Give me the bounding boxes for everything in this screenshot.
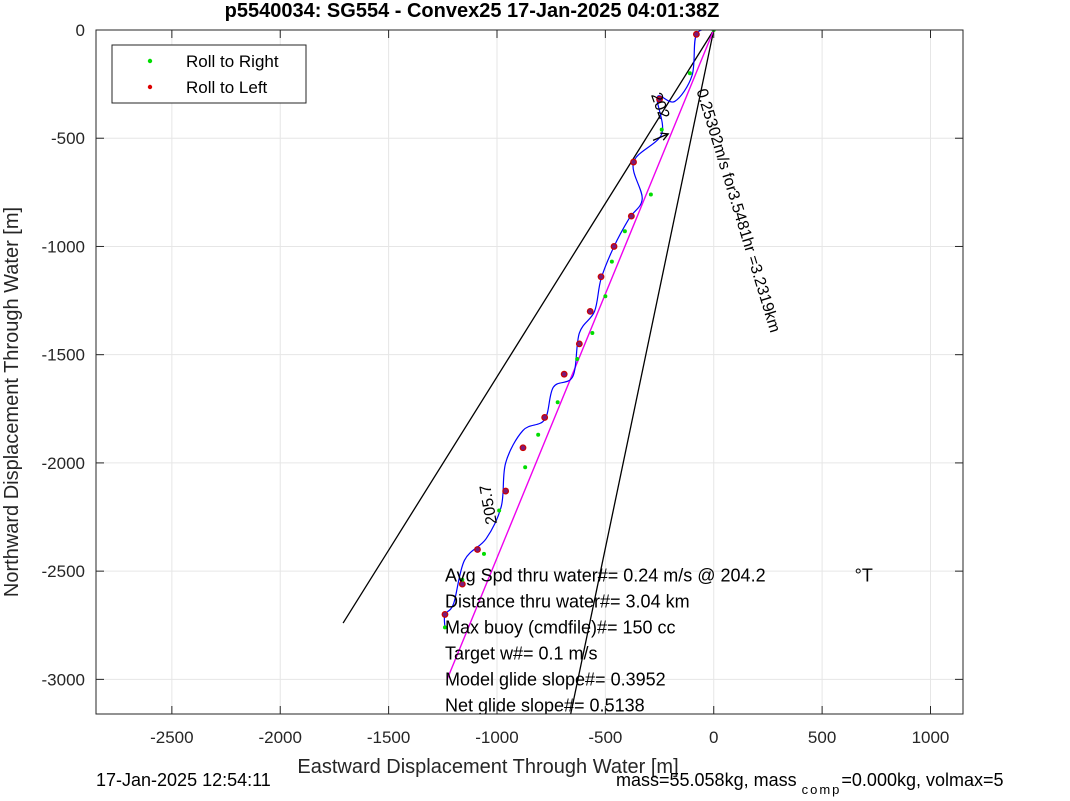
y-axis: 0 -500 -1000 -1500 -2000 -2500 -3000 (42, 21, 963, 689)
current-arrow-head (660, 132, 670, 141)
roll-left-point-core (631, 159, 636, 165)
track (443, 30, 714, 628)
plot-frame (95, 29, 964, 715)
x-tick-label: -2500 (150, 728, 193, 747)
y-tick-label: -1500 (42, 346, 85, 365)
roll-right-point (497, 508, 502, 513)
net-displacement-line (446, 30, 715, 680)
roll-right-point (442, 625, 447, 630)
x-tick-label: 0 (709, 728, 718, 747)
annotation-text: Avg Spd thru water#= 0.24 m/s @ 204.2 (445, 565, 766, 585)
y-tick-label: 0 (76, 21, 85, 40)
grid (96, 29, 963, 714)
annotation-text: Net glide slope#= 0.5138 (445, 695, 645, 715)
roll-right-point (555, 400, 560, 405)
roll-right-point (523, 465, 528, 470)
roll-left-point-core (694, 32, 699, 37)
annotation-text: °T (855, 565, 873, 585)
chart-title: p5540034: SG554 - Convex25 17-Jan-2025 0… (225, 0, 720, 22)
roll-left-point-core (503, 488, 508, 494)
annotation-text: Max buoy (cmdfile)#= 150 cc (445, 617, 676, 637)
x-tick-label: -1500 (367, 728, 410, 747)
rotated-label: 202 (647, 90, 672, 121)
markers (441, 30, 716, 630)
rotated-label: 205.7 (477, 483, 501, 525)
roll-left-point-core (611, 244, 617, 249)
current-arrow (652, 133, 669, 141)
legend-marker-roll-right (147, 58, 153, 64)
roll-left-point-core (587, 309, 593, 314)
roll-right-point (659, 127, 664, 132)
x-axis-label: Eastward Displacement Through Water [m] (297, 756, 678, 778)
footer-timestamp: 17-Jan-2025 12:54:11 (96, 770, 271, 790)
x-tick-label: -500 (588, 728, 622, 747)
x-axis: -2500 -2000 -1500 -1000 -500 0 500 1000 (150, 30, 949, 747)
legend: Roll to Right Roll to Left (111, 44, 307, 104)
legend-box (111, 44, 307, 104)
roll-right-point (460, 577, 465, 582)
x-tick-label: -1000 (475, 728, 518, 747)
roll-left-point-core (577, 341, 582, 347)
legend-entry-roll-right: Roll to Right (186, 52, 279, 71)
roll-right-point (536, 432, 541, 437)
y-tick-label: -2500 (42, 562, 85, 581)
rotated-labels: 202 0.25302m/s for3.5481hr =3.2319km 205.7 (477, 87, 783, 526)
y-tick-label: -2000 (42, 454, 85, 473)
y-tick-label: -500 (51, 129, 85, 148)
roll-left-point-core (460, 581, 465, 587)
annotation-text: Distance thru water#= 3.04 km (445, 591, 690, 611)
annotation-text: Target w#= 0.1 m/s (445, 643, 598, 663)
footer-mass-text: mass=55.058kg, mass (616, 770, 797, 790)
roll-left-point-core (442, 612, 448, 617)
footer-mass-sub: comp (801, 782, 842, 797)
annotations: Avg Spd thru water#= 0.24 m/s @ 204.2 °T D… (445, 565, 873, 715)
footer-mass: mass=55.058kg, mass comp=0.000kg, volmax… (616, 770, 1004, 797)
roll-left-point-core (629, 213, 634, 219)
legend-entry-roll-left: Roll to Left (186, 78, 268, 97)
roll-left-point-core (542, 415, 547, 420)
heading-line (570, 30, 715, 714)
roll-right-point (609, 259, 614, 264)
roll-right-point (481, 551, 486, 556)
legend-marker-roll-left (147, 84, 153, 90)
arrow (652, 132, 670, 141)
roll-right-point (622, 229, 627, 234)
annotation-text: Model glide slope#= 0.3952 (445, 669, 666, 689)
roll-right-point (575, 357, 580, 362)
roll-left-point-core (561, 371, 567, 377)
glider-track (443, 30, 714, 628)
roll-left-point-core (598, 274, 604, 279)
heading-lines (342, 30, 715, 714)
x-tick-label: 1000 (912, 728, 950, 747)
roll-left-point-core (475, 547, 480, 552)
y-tick-label: -1000 (42, 237, 85, 256)
net-line (446, 30, 715, 680)
heading-line (342, 30, 715, 624)
x-tick-label: 500 (808, 728, 836, 747)
y-tick-label: -3000 (42, 670, 85, 689)
roll-left-point-core (657, 97, 662, 102)
roll-right-point (648, 192, 653, 197)
x-tick-label: -2000 (258, 728, 301, 747)
footer-mass-tail: =0.000kg, volmax=5 (841, 770, 1004, 790)
rotated-label: 0.25302m/s for3.5481hr =3.2319km (693, 87, 784, 335)
roll-right-point (590, 331, 595, 336)
roll-left-point-core (520, 445, 526, 450)
roll-right-point (603, 294, 608, 299)
roll-right-point (687, 71, 692, 76)
y-axis-label: Northward Displacement Through Water [m] (1, 207, 23, 597)
